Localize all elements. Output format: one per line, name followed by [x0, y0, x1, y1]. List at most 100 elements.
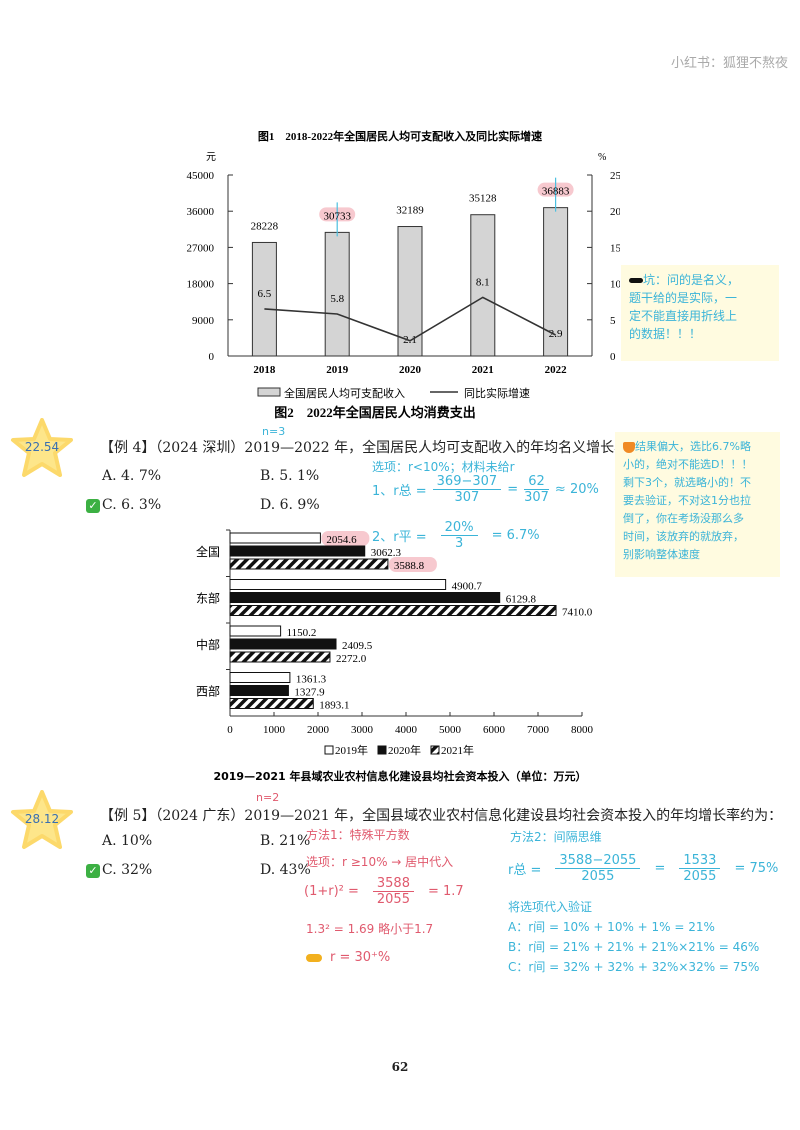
x-tick-label: 2019 [326, 364, 349, 376]
option-d: D. 6. 9% [260, 497, 320, 513]
option-d: D. 43% [260, 862, 311, 878]
left-tick-label: 0 [209, 351, 215, 363]
bar-value-label: 36883 [542, 186, 570, 198]
bar-2020年 [229, 685, 289, 696]
left-tick-label: 45000 [187, 170, 215, 182]
legend-label: 2019年 [335, 743, 368, 757]
question-5: 【例 5】（2024 广东）2019—2021 年，全国县域农业农村信息化建设县… [100, 808, 783, 824]
bar-value-label: 30733 [323, 210, 351, 222]
bar-value-label: 3588.8 [394, 560, 425, 572]
option-b: B. 5. 1% [260, 468, 320, 484]
growth-line [264, 296, 556, 342]
chart-caption: 2019—2021 年县域农业农村信息化建设县均社会资本投入（单位：万元） [213, 769, 586, 783]
method1-line: 选项：r ≥10% → 居中代入 [306, 855, 454, 869]
question-4: 【例 4】（2024 深圳）2019—2022 年，全国居民人均可支配收入的年均… [100, 440, 657, 456]
x-tick-label: 7000 [527, 724, 550, 736]
legend-swatch [430, 745, 440, 755]
category-label: 全国 [196, 544, 220, 559]
income-bar [470, 214, 496, 357]
line-value-label: 2.9 [549, 328, 563, 340]
x-tick-label: 2000 [307, 724, 330, 736]
bar-2021年 [229, 605, 557, 616]
method2-line: 将选项代入验证 [508, 900, 593, 914]
method1-line: 1.3² = 1.69 略小于1.7 [306, 922, 434, 936]
right-tick-label: 25 [610, 170, 620, 182]
method2-title: 方法2：间隔思维 [510, 830, 602, 844]
option-a: A. 4. 7% [102, 468, 162, 484]
x-tick-label: 1000 [263, 724, 286, 736]
method1-result: r = 30⁺% [306, 950, 390, 965]
time-badge: 28.12 [10, 790, 74, 850]
star-icon [11, 418, 73, 477]
legend-line-label: 同比实际增速 [464, 386, 530, 400]
x-tick-label: 0 [227, 724, 233, 736]
check-icon: ✓ [86, 499, 100, 513]
x-tick-label: 5000 [439, 724, 462, 736]
line-value-label: 8.1 [476, 276, 490, 288]
bar-value-label: 4900.7 [452, 581, 483, 593]
income-bar [397, 226, 423, 357]
bar-value-label: 2409.5 [342, 640, 373, 652]
pointing-hand-icon [306, 953, 322, 962]
bar-value-label: 6129.8 [506, 594, 537, 606]
star-icon [11, 790, 73, 849]
work-line: 选项：r<10%；材料未给r [372, 460, 515, 474]
bar-2019年 [229, 579, 447, 590]
x-tick-label: 8000 [571, 724, 594, 736]
bar-value-label: 1327.9 [294, 687, 325, 699]
figure-2-caption: 图2 2022年全国居民人均消费支出 [274, 405, 476, 420]
line-value-label: 2.1 [403, 334, 417, 346]
x-tick-label: 3000 [351, 724, 374, 736]
bar-2021年 [229, 558, 389, 570]
bar-value-label: 35128 [469, 193, 497, 205]
bar-value-label: 1361.3 [296, 674, 327, 686]
x-tick-label: 2021 [472, 364, 494, 376]
left-tick-label: 18000 [187, 279, 215, 291]
bar-2020年 [229, 638, 337, 650]
legend-swatch [377, 745, 387, 755]
option-c: ✓ C. 32% [86, 862, 152, 878]
legend-label: 2021年 [441, 743, 474, 757]
left-tick-label: 36000 [187, 206, 215, 218]
x-tick-label: 4000 [395, 724, 418, 736]
right-tick-label: 5 [610, 315, 616, 327]
method1-title: 方法1：特殊平方数 [306, 828, 410, 842]
option-c: ✓ C. 6. 3% [86, 497, 161, 513]
bar-2021年 [229, 651, 331, 663]
highlight-mark [388, 557, 437, 572]
check-icon: ✓ [86, 864, 100, 878]
category-label: 西部 [196, 684, 220, 699]
x-tick-label: 2020 [399, 364, 422, 376]
method2-check-c: C：r间 = 32% + 32% + 32%×32% = 75% [508, 960, 760, 974]
method2-check-b: B：r间 = 21% + 21% + 21%×21% = 46% [508, 940, 760, 954]
bar-value-label: 32189 [396, 205, 424, 217]
right-tick-label: 15 [610, 242, 620, 254]
left-tick-label: 27000 [187, 242, 215, 254]
work-formula-2: 2、r平 = 20% 3 = 6.7% [372, 520, 540, 551]
bar-value-label: 7410.0 [562, 607, 593, 619]
note-strategy: 结果偏大，选比6.7%略 小的，绝对不能选D！！！ 剩下3个，就选略小的！不 要… [615, 432, 780, 577]
chart-title: 图1 2018-2022年全国居民人均可支配收入及同比实际增速 [258, 129, 542, 143]
left-tick-label: 9000 [192, 315, 215, 327]
bar-2019年 [229, 672, 291, 683]
right-tick-label: 20 [610, 206, 620, 218]
n-annotation: n=3 [262, 425, 286, 438]
bar-value-label: 28228 [251, 220, 279, 232]
option-b: B. 21% [260, 833, 311, 849]
bar-2019年 [229, 625, 282, 637]
legend-swatch [324, 745, 334, 755]
right-axis-unit: % [598, 152, 606, 163]
watermark: 小红书：狐狸不熬夜 [670, 56, 788, 71]
legend-label: 2020年 [388, 743, 421, 757]
right-tick-label: 0 [610, 351, 616, 363]
method2-formula: r总 = 3588−2055 2055 = 1533 2055 = 75% [508, 853, 779, 884]
investment-chart: 0 1000 2000 3000 4000 5000 6000 7000 8000 全国 2054.… [196, 529, 594, 783]
bar-value-label: 2054.6 [326, 534, 357, 546]
n-annotation: n=2 [256, 791, 280, 804]
bar-2021年 [229, 698, 314, 709]
method1-formula: (1+r)² = 3588 2055 = 1.7 [304, 876, 464, 907]
note-trap: 坑：问的是名义， 题干给的是实际，一 定不能直接用折线上 的数据！！！ [621, 265, 779, 361]
bar-2020年 [229, 592, 501, 603]
x-tick-label: 2018 [253, 364, 276, 376]
